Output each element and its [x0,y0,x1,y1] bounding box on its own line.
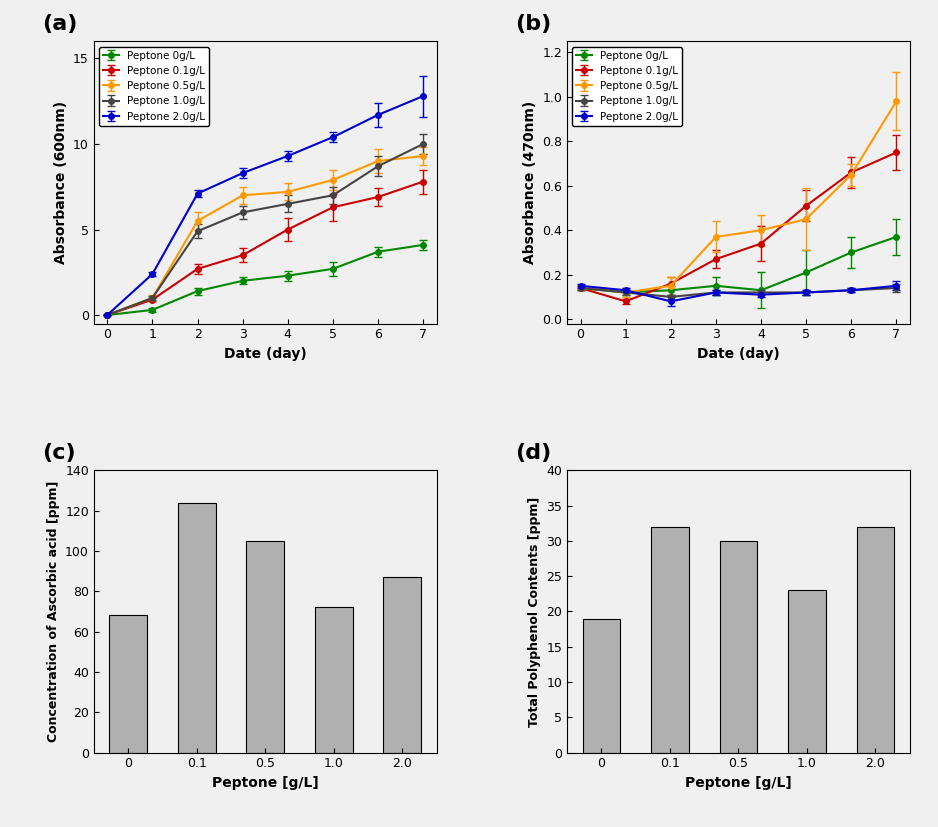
Bar [110,615,147,753]
Bar [315,607,353,753]
X-axis label: Date (day): Date (day) [697,347,779,361]
Bar [384,577,421,753]
X-axis label: Peptone [g/L]: Peptone [g/L] [685,776,792,790]
Bar [719,541,757,753]
Bar [582,619,620,753]
X-axis label: Date (day): Date (day) [224,347,307,361]
Legend: Peptone 0g/L, Peptone 0.1g/L, Peptone 0.5g/L, Peptone 1.0g/L, Peptone 2.0g/L: Peptone 0g/L, Peptone 0.1g/L, Peptone 0.… [572,46,683,126]
Y-axis label: Absorbance (470nm): Absorbance (470nm) [522,101,537,264]
Bar [247,541,284,753]
Text: (b): (b) [516,14,552,34]
Bar [178,503,216,753]
Legend: Peptone 0g/L, Peptone 0.1g/L, Peptone 0.5g/L, Peptone 1.0g/L, Peptone 2.0g/L: Peptone 0g/L, Peptone 0.1g/L, Peptone 0.… [99,46,209,126]
X-axis label: Peptone [g/L]: Peptone [g/L] [212,776,319,790]
Y-axis label: Concentration of Ascorbic acid [ppm]: Concentration of Ascorbic acid [ppm] [47,480,59,742]
Bar [788,590,825,753]
Y-axis label: Absorbance (600nm): Absorbance (600nm) [53,101,68,264]
Bar [856,527,894,753]
Bar [651,527,688,753]
Text: (c): (c) [42,443,76,463]
Y-axis label: Total Polyphenol Contents [ppm]: Total Polyphenol Contents [ppm] [528,496,540,727]
Text: (d): (d) [516,443,552,463]
Text: (a): (a) [42,14,78,34]
